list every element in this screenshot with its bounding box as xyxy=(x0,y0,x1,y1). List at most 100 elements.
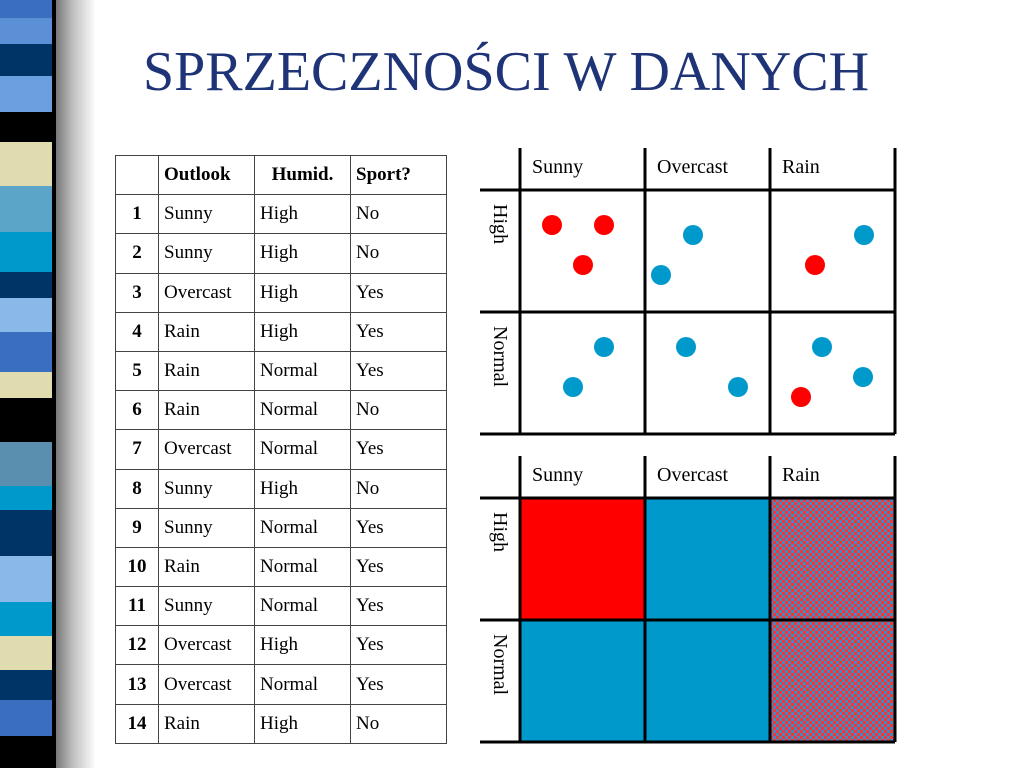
point-yes xyxy=(594,337,614,357)
point-yes xyxy=(812,337,832,357)
sport-cell: Yes xyxy=(350,350,447,392)
row-label-high: High xyxy=(489,204,511,244)
sport-cell: No xyxy=(350,703,447,744)
region-grid: Sunny Overcast Rain High Normal xyxy=(480,456,897,744)
sport-cell: Yes xyxy=(350,664,447,705)
row-index: 8 xyxy=(115,468,159,509)
humid-cell: High xyxy=(254,311,351,352)
table-header-row: Outlook Humid. Sport? xyxy=(115,154,447,196)
humid-cell: Normal xyxy=(254,390,351,431)
table-row: 5 Rain Normal Yes xyxy=(115,350,447,392)
region-high-overcast xyxy=(645,498,770,620)
point-yes xyxy=(728,377,748,397)
humid-cell: Normal xyxy=(254,586,351,627)
region-normal-sunny xyxy=(520,620,645,742)
sport-cell: Yes xyxy=(350,429,447,470)
column-label-rain: Rain xyxy=(782,156,820,178)
outlook-cell: Sunny xyxy=(158,507,255,548)
outlook-cell: Sunny xyxy=(158,233,255,274)
column-label-rain: Rain xyxy=(782,464,820,486)
sport-cell: Yes xyxy=(350,546,447,588)
sport-cell: Yes xyxy=(350,586,447,627)
table-row: 13 Overcast Normal Yes xyxy=(115,664,447,705)
row-index: 6 xyxy=(115,390,159,431)
humid-cell: Normal xyxy=(254,350,351,392)
header-outlook: Outlook xyxy=(158,154,255,196)
outlook-cell: Overcast xyxy=(158,429,255,470)
point-yes xyxy=(563,377,583,397)
outlook-cell: Rain xyxy=(158,311,255,352)
sport-cell: Yes xyxy=(350,625,447,666)
row-index: 5 xyxy=(115,350,159,392)
table-row: 9 Sunny Normal Yes xyxy=(115,507,447,548)
point-yes xyxy=(676,337,696,357)
humid-cell: Normal xyxy=(254,664,351,705)
humid-cell: High xyxy=(254,233,351,274)
table-row: 10 Rain Normal Yes xyxy=(115,546,447,588)
table-row: 3 Overcast High Yes xyxy=(115,272,447,313)
point-yes xyxy=(651,265,671,285)
outlook-cell: Overcast xyxy=(158,664,255,705)
side-bar-shadow xyxy=(56,0,96,768)
column-label-sunny: Sunny xyxy=(532,464,583,486)
row-index: 11 xyxy=(115,586,159,627)
sport-cell: No xyxy=(350,390,447,431)
column-label-overcast: Overcast xyxy=(657,156,729,178)
row-index: 14 xyxy=(115,703,159,744)
row-index: 10 xyxy=(115,546,159,588)
slide-title: SPRZECZNOŚCI W DANYCH xyxy=(143,41,870,103)
row-index: 9 xyxy=(115,507,159,548)
header-sport: Sport? xyxy=(350,154,447,196)
table-row: 12 Overcast High Yes xyxy=(115,625,447,666)
header-humid: Humid. xyxy=(254,154,351,196)
data-table: Outlook Humid. Sport? 1 Sunny High No 2 Sunny… xyxy=(115,154,447,744)
humid-cell: High xyxy=(254,468,351,509)
sport-cell: No xyxy=(350,233,447,274)
side-bar-strip xyxy=(0,0,56,768)
point-no xyxy=(791,387,811,407)
outlook-cell: Sunny xyxy=(158,194,255,235)
humid-cell: High xyxy=(254,703,351,744)
header-index xyxy=(115,154,159,196)
point-no xyxy=(542,215,562,235)
outlook-cell: Rain xyxy=(158,350,255,392)
table-row: 11 Sunny Normal Yes xyxy=(115,586,447,627)
region-normal-overcast xyxy=(645,620,770,742)
row-index: 1 xyxy=(115,194,159,235)
table-row: 1 Sunny High No xyxy=(115,194,447,235)
decorative-side-bar xyxy=(0,0,100,768)
outlook-cell: Rain xyxy=(158,546,255,588)
table-row: 2 Sunny High No xyxy=(115,233,447,274)
humid-cell: High xyxy=(254,272,351,313)
humid-cell: Normal xyxy=(254,546,351,588)
sport-cell: Yes xyxy=(350,507,447,548)
outlook-cell: Overcast xyxy=(158,625,255,666)
table-row: 7 Overcast Normal Yes xyxy=(115,429,447,470)
humid-cell: Normal xyxy=(254,507,351,548)
row-index: 7 xyxy=(115,429,159,470)
table-row: 8 Sunny High No xyxy=(115,468,447,509)
row-index: 3 xyxy=(115,272,159,313)
point-no xyxy=(573,255,593,275)
point-no xyxy=(594,215,614,235)
region-normal-rain xyxy=(770,620,895,742)
grid-diagrams: Sunny Overcast Rain High Normal Sunny Overcas… xyxy=(480,148,897,744)
point-yes xyxy=(854,225,874,245)
point-yes xyxy=(683,225,703,245)
row-label-high: High xyxy=(489,512,511,552)
table-row: 6 Rain Normal No xyxy=(115,390,447,431)
table-row: 14 Rain High No xyxy=(115,703,447,744)
row-label-normal: Normal xyxy=(489,326,511,388)
region-high-rain xyxy=(770,498,895,620)
outlook-cell: Rain xyxy=(158,703,255,744)
outlook-cell: Sunny xyxy=(158,586,255,627)
table-row: 4 Rain High Yes xyxy=(115,311,447,352)
sport-cell: No xyxy=(350,468,447,509)
humid-cell: High xyxy=(254,625,351,666)
sport-cell: No xyxy=(350,194,447,235)
row-index: 13 xyxy=(115,664,159,705)
outlook-cell: Overcast xyxy=(158,272,255,313)
column-label-sunny: Sunny xyxy=(532,156,583,178)
outlook-cell: Sunny xyxy=(158,468,255,509)
row-index: 12 xyxy=(115,625,159,666)
